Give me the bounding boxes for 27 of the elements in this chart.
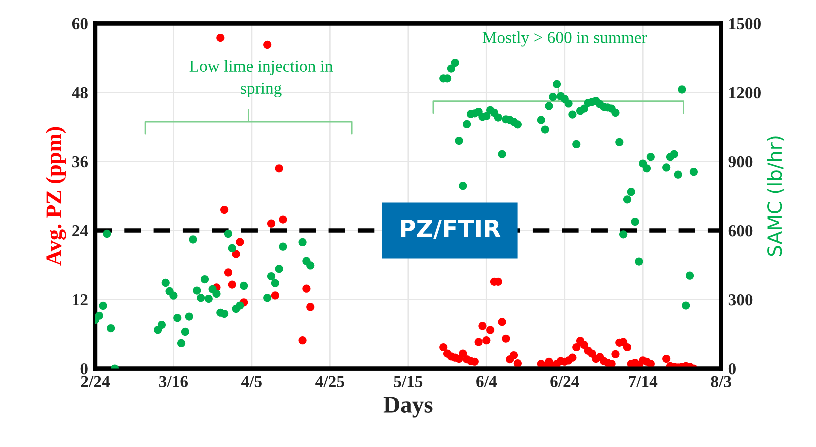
y2-tick-label: 1500 bbox=[730, 18, 761, 30]
y-tick-label: 0 bbox=[80, 363, 88, 375]
y2-tick-label: 1200 bbox=[730, 87, 761, 99]
x-tick-label: 4/25 bbox=[316, 376, 344, 388]
y-tick-label: 12 bbox=[73, 294, 88, 306]
x-tick-label: 4/5 bbox=[242, 376, 262, 388]
y2-tick-label: 600 bbox=[728, 225, 753, 237]
annotation: Mostly > 600 in summer bbox=[482, 32, 648, 47]
y2-tick-label: 300 bbox=[728, 294, 753, 306]
y2-tick-label: 0 bbox=[728, 363, 736, 375]
y2-axis-title: SAMC (lb/hr) bbox=[767, 136, 785, 256]
annotation: PZ/FTIR bbox=[401, 220, 501, 240]
x-tick-label: 7/14 bbox=[629, 376, 658, 388]
x-tick-label: 6/4 bbox=[476, 376, 497, 388]
y-tick-label: 60 bbox=[72, 18, 88, 30]
x-axis-title: Days bbox=[384, 397, 433, 418]
x-tick-label: 6/24 bbox=[550, 376, 580, 388]
x-tick-label: 8/3 bbox=[711, 376, 732, 388]
annotation: Low lime injection in spring bbox=[190, 60, 334, 98]
x-tick-label: 3/16 bbox=[160, 376, 188, 388]
y-tick-label: 24 bbox=[72, 225, 88, 237]
y-tick-label: 48 bbox=[72, 87, 88, 99]
y2-tick-label: 900 bbox=[728, 156, 753, 168]
x-tick-label: 5/15 bbox=[394, 376, 423, 388]
x-tick-label: 2/24 bbox=[81, 376, 110, 388]
y-tick-label: 36 bbox=[72, 156, 88, 168]
y-axis-title: Avg. PZ (ppm) bbox=[46, 127, 66, 266]
